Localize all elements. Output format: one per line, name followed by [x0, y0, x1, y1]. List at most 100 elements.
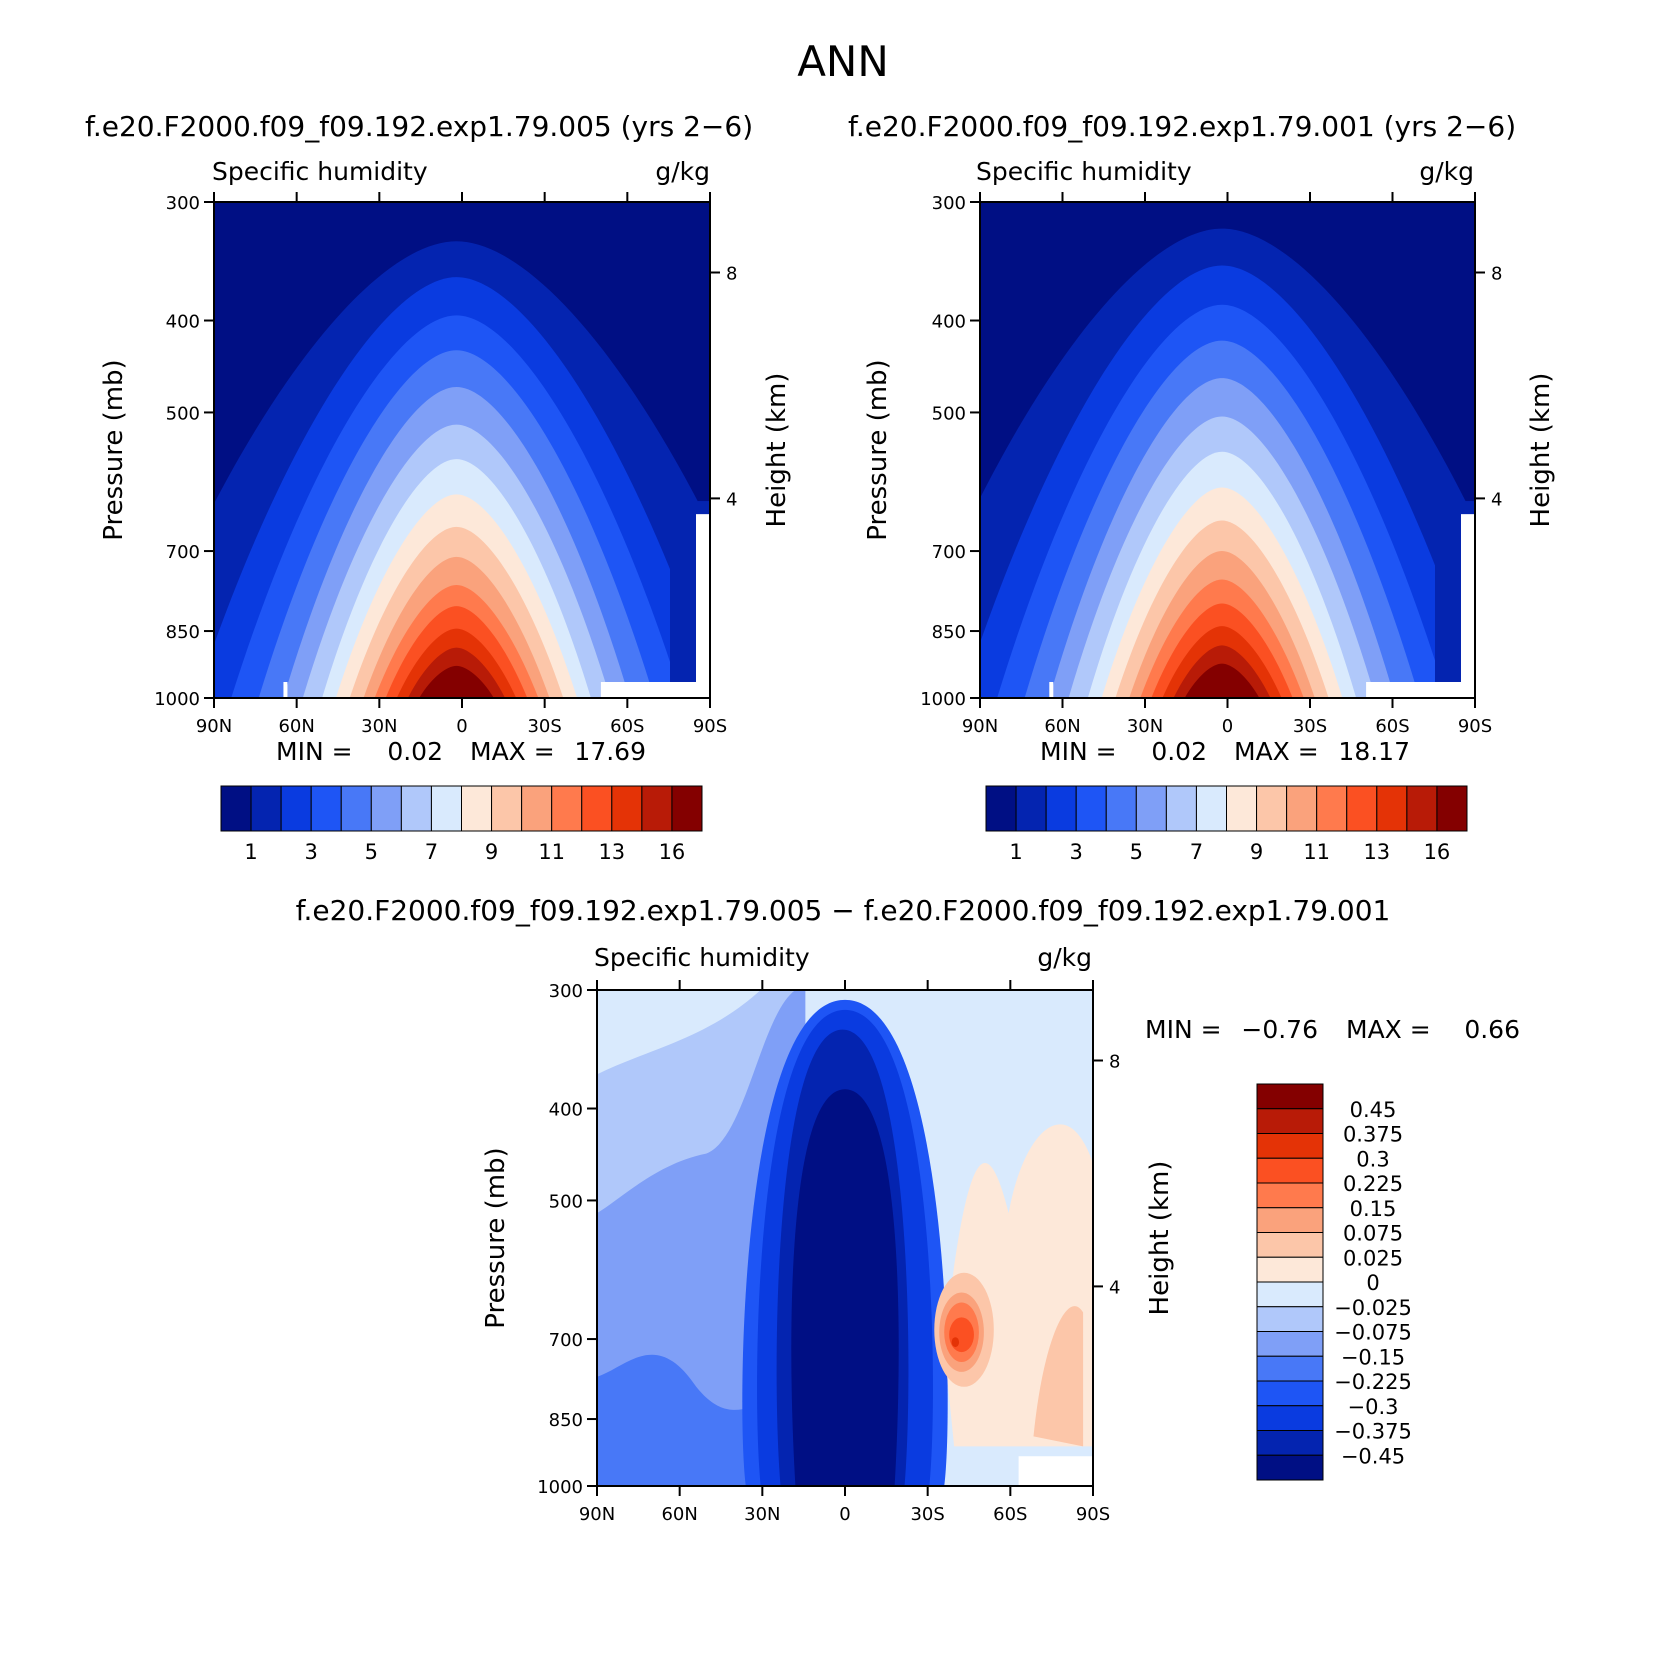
panel1-max-value: 17.69 [574, 737, 646, 766]
diff-tropical-negative-core-4 [791, 1089, 899, 1486]
colorbar-label-8: 16 [1424, 840, 1451, 864]
colorbar-swatch-12 [1256, 1355, 1324, 1382]
colorbar-swatch-6 [1256, 1207, 1324, 1233]
panel1-colorbar: 1 3 5 7 9 11 13 16 [220, 785, 703, 864]
panel2-units-label: g/kg [1419, 157, 1474, 186]
colorbar-swatch-6 [1135, 785, 1167, 832]
colorbar-swatch-5 [340, 785, 372, 832]
colorbar-label-4: 0.225 [1343, 1172, 1403, 1196]
colorbar-swatch-5 [1105, 785, 1137, 832]
y-tick-label-500: 500 [549, 1191, 583, 1212]
diff-positive-lobe-5 [951, 1337, 960, 1348]
y-tick-label-850: 850 [166, 622, 200, 643]
colorbar-swatch-9 [1226, 785, 1258, 832]
x-tick-label-90N: 90N [579, 1504, 615, 1525]
x-tick-label-60N: 60N [661, 1504, 697, 1525]
colorbar-swatch-12 [551, 785, 583, 832]
colorbar-swatch-4 [1256, 1157, 1324, 1184]
y-tick-label-400: 400 [549, 1100, 583, 1121]
colorbar-swatch-8 [1256, 1256, 1324, 1283]
y-tick-label-1000: 1000 [920, 689, 966, 710]
x-tick-label-30N: 30N [361, 716, 397, 737]
diff-positive-lobe-4 [949, 1317, 974, 1353]
colorbar-label-4: 7 [425, 840, 438, 864]
colorbar-swatch-13 [1256, 1380, 1324, 1407]
colorbar-swatch-11 [1256, 1331, 1324, 1357]
panel1: Specific humidity g/kg 30040050070085010… [99, 157, 792, 864]
colorbar-label-10: −0.075 [1334, 1321, 1412, 1345]
y-tick-label-300: 300 [932, 193, 966, 214]
colorbar-label-3: 5 [365, 840, 378, 864]
diff-title: f.e20.F2000.f09_f09.192.exp1.79.005 − f.… [296, 894, 1391, 927]
panel1-plot-area [213, 201, 711, 699]
colorbar-label-2: 3 [1070, 840, 1083, 864]
colorbar-label-7: 13 [598, 840, 625, 864]
panel2-ylabel: Pressure (mb) [863, 359, 893, 540]
x-tick-label-60S: 60S [993, 1504, 1027, 1525]
y-tick-label-700: 700 [932, 542, 966, 563]
colorbar-swatch-2 [1256, 1108, 1324, 1134]
colorbar-label-8: 16 [659, 840, 686, 864]
y-tick-label-500: 500 [166, 403, 200, 424]
height-tick-label-4: 4 [1491, 489, 1502, 510]
diff-max-label: MAX = [1346, 1015, 1431, 1044]
panel2-field-label: Specific humidity [976, 157, 1192, 186]
panel2-max-value: 18.17 [1338, 737, 1410, 766]
colorbar-swatch-4 [1075, 785, 1107, 832]
diff-max-value: 0.66 [1464, 1015, 1520, 1044]
panel2-axes: 300 400 500 700 850 1000 8 4 90N 60N 30N 0 30S 60S 90S [920, 192, 1502, 737]
diff-plot-area [596, 989, 1094, 1487]
colorbar-swatch-15 [1256, 1430, 1324, 1456]
colorbar-label-7: 0.025 [1343, 1246, 1403, 1270]
panel1-ylabel-right: Height (km) [762, 373, 792, 528]
y-tick-label-850: 850 [549, 1410, 583, 1431]
topography-mask-south [1461, 514, 1475, 698]
colorbar-label-1: 0.45 [1350, 1098, 1397, 1122]
panel1-min-value: 0.02 [387, 737, 443, 766]
colorbar-swatch-15 [641, 785, 673, 832]
y-tick-label-1000: 1000 [537, 1477, 583, 1498]
panel2: Specific humidity g/kg 30040050070085010… [863, 157, 1556, 864]
colorbar-label-5: 0.15 [1350, 1197, 1397, 1221]
y-tick-label-500: 500 [932, 403, 966, 424]
colorbar-swatch-4 [310, 785, 342, 832]
colorbar-swatch-3 [280, 785, 312, 832]
topography-mask-antarctic [600, 682, 710, 698]
colorbar-label-5: 9 [485, 840, 498, 864]
panel2-max-label: MAX = [1234, 737, 1319, 766]
main-title: ANN [797, 37, 889, 86]
colorbar-swatch-10 [1256, 1306, 1324, 1332]
colorbar-swatch-1 [985, 785, 1017, 832]
topography-mask-antarctic [1366, 682, 1475, 698]
colorbar-label-1: 1 [1009, 840, 1022, 864]
colorbar-swatch-16 [1256, 1454, 1324, 1481]
y-tick-label-1000: 1000 [154, 689, 200, 710]
topography-mask-north [283, 682, 288, 698]
diff-axes: 300 400 500 700 850 1000 8 4 90N 60N 30N 0 30S 60S 90S [537, 980, 1120, 1525]
colorbar-label-6: 11 [538, 840, 565, 864]
colorbar-swatch-10 [491, 785, 523, 832]
diff-field-label: Specific humidity [594, 943, 810, 972]
topography-mask-south [696, 514, 710, 698]
height-tick-label-8: 8 [1491, 264, 1502, 285]
y-tick-label-300: 300 [549, 981, 583, 1002]
colorbar-label-3: 0.3 [1356, 1147, 1389, 1171]
x-tick-label-90S: 90S [1076, 1504, 1110, 1525]
colorbar-swatch-16 [671, 785, 703, 832]
colorbar-label-9: −0.025 [1334, 1296, 1412, 1320]
colorbar-swatch-14 [611, 785, 643, 832]
diff-ylabel-right: Height (km) [1145, 1161, 1175, 1316]
x-tick-label-60S: 60S [610, 716, 644, 737]
colorbar-swatch-3 [1045, 785, 1077, 832]
diff-colorbar: 0.450.3750.30.2250.150.0750.0250−0.025−0… [1256, 1083, 1412, 1481]
y-tick-label-700: 700 [549, 1330, 583, 1351]
x-tick-label-60S: 60S [1375, 716, 1409, 737]
colorbar-label-6: 0.075 [1343, 1222, 1403, 1246]
x-tick-label-0: 0 [456, 716, 467, 737]
panel2-plot-area [979, 201, 1476, 699]
diff-min-value: −0.76 [1241, 1015, 1318, 1044]
contour-level-16 [1184, 663, 1260, 698]
panel2-ylabel-right: Height (km) [1526, 373, 1556, 528]
